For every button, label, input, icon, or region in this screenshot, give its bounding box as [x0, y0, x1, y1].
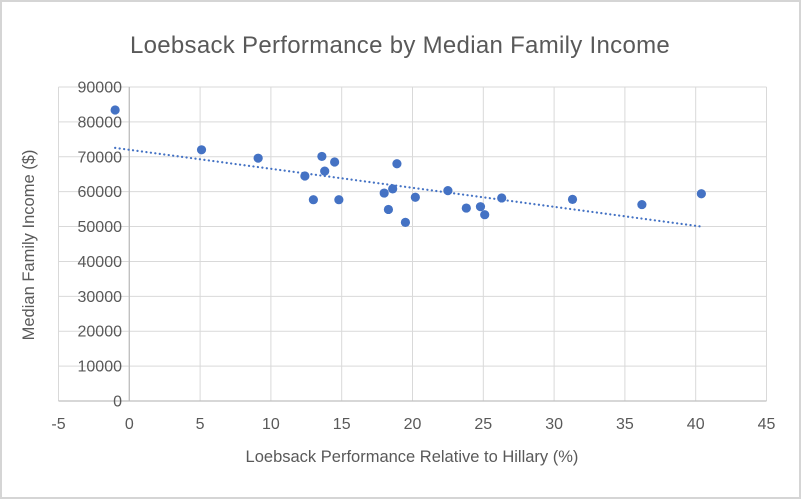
x-tick-label: 10 [262, 416, 280, 433]
y-tick-label: 0 [113, 394, 122, 411]
y-tick-label: 90000 [78, 80, 123, 97]
scatter-point [196, 145, 207, 155]
scatter-point [392, 159, 402, 169]
scatter-point [497, 193, 507, 203]
scatter-point [317, 151, 327, 162]
y-tick-label: 50000 [78, 219, 123, 236]
x-tick-label: 5 [196, 416, 205, 433]
x-tick-label: -5 [51, 416, 65, 433]
scatter-point [567, 194, 578, 204]
x-axis-title: Loebsack Performance Relative to Hillary… [246, 448, 579, 466]
scatter-point [334, 195, 344, 205]
scatter-point [480, 210, 490, 220]
scatter-point [400, 217, 411, 227]
x-tick-label: 20 [404, 416, 422, 433]
scatter-point [461, 203, 471, 213]
scatter-point [320, 166, 330, 176]
scatter-point [410, 192, 420, 202]
scatter-point [383, 204, 394, 215]
scatter-point [637, 199, 647, 210]
x-tick-label: 25 [474, 416, 492, 433]
scatter-point [110, 105, 120, 115]
x-tick-label: 35 [616, 416, 634, 433]
x-tick-label: 15 [333, 416, 351, 433]
y-tick-label: 70000 [78, 149, 123, 166]
scatter-point [379, 188, 389, 198]
scatter-point [388, 184, 398, 194]
chart-title: Loebsack Performance by Median Family In… [130, 32, 670, 59]
y-tick-label: 20000 [78, 324, 123, 341]
y-tick-label: 30000 [78, 289, 123, 306]
y-tick-label: 80000 [78, 114, 123, 131]
x-tick-label: 40 [687, 416, 705, 433]
scatter-point [300, 171, 310, 181]
x-tick-label: 0 [125, 416, 134, 433]
scatter-point [330, 157, 340, 167]
y-tick-label: 60000 [78, 184, 123, 201]
scatter-point [308, 195, 318, 205]
x-tick-label: 30 [545, 416, 563, 433]
y-tick-label: 40000 [78, 254, 123, 271]
x-tick-label: 45 [758, 416, 776, 433]
y-axis-title: Median Family Income ($) [20, 150, 38, 341]
y-tick-label: 10000 [78, 359, 123, 376]
scatter-point [475, 202, 486, 212]
scatter-point [253, 153, 263, 163]
trendline [114, 146, 702, 228]
scatter-point [443, 186, 453, 196]
scatter-point [696, 189, 706, 199]
